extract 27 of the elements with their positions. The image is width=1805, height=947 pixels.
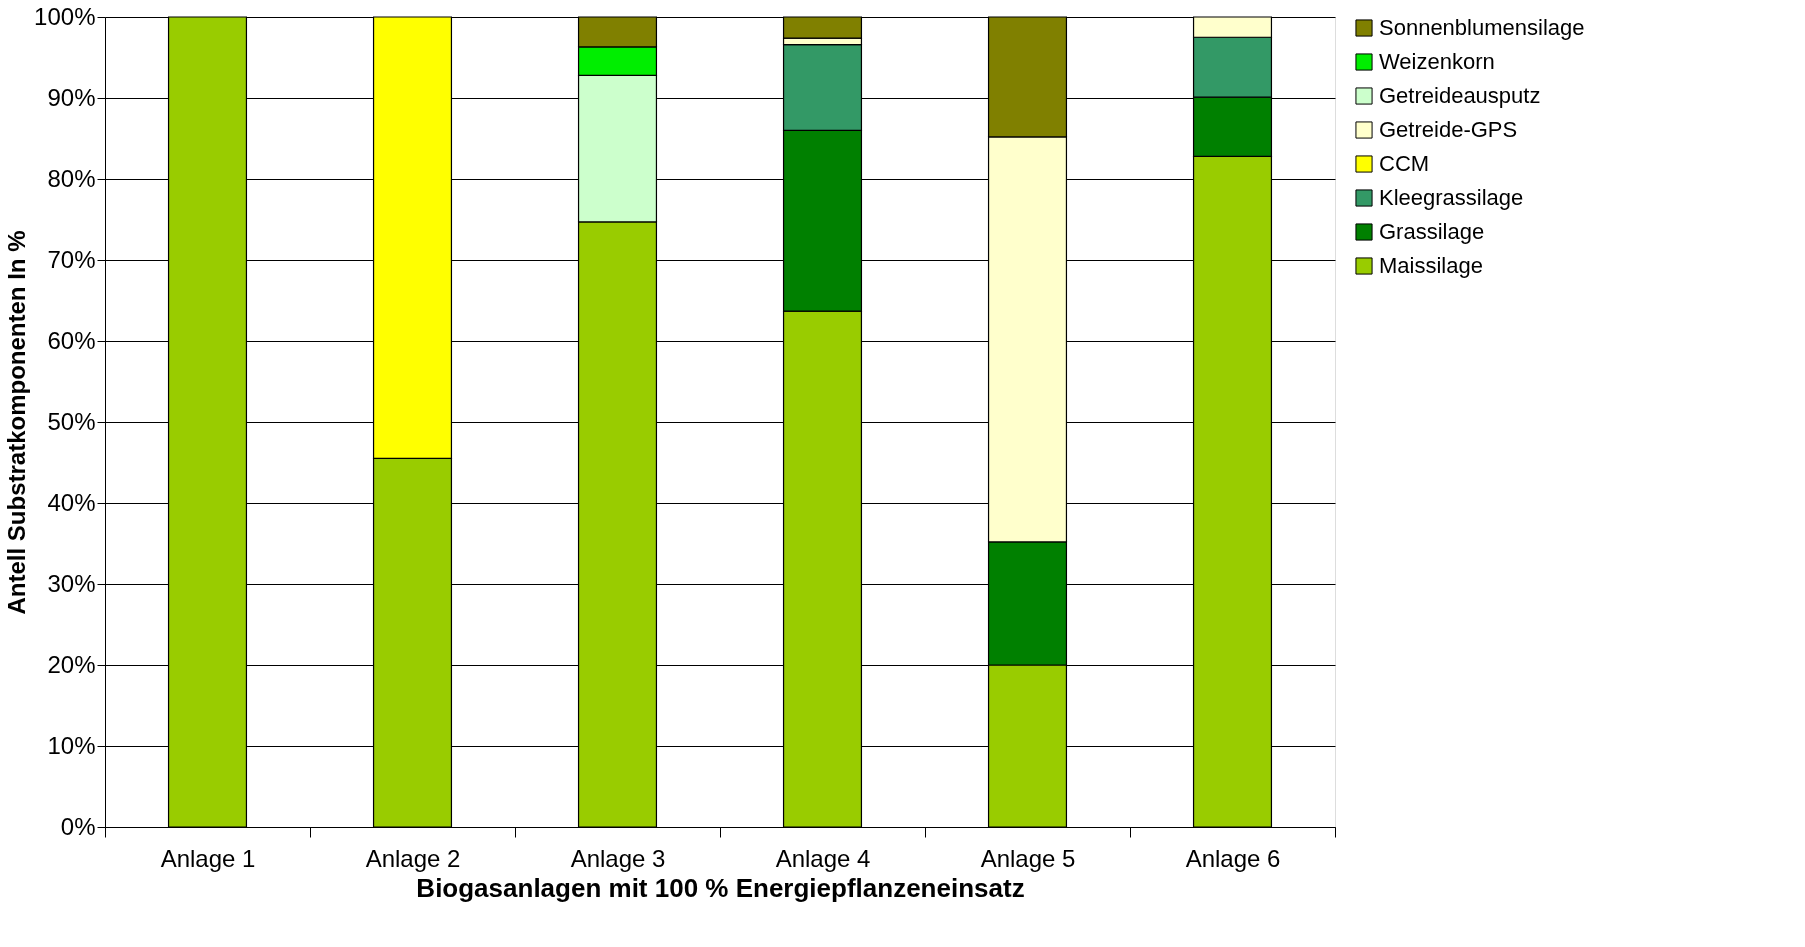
y-axis-title: Antell Substratkomponenten In % [3, 230, 31, 615]
x-tick-label: Anlage 1 [160, 844, 256, 872]
x-axis-title: Biogasanlagen mit 100 % Energiepflanzeneinsatz [416, 872, 1025, 903]
y-tick-label: 20% [47, 650, 96, 678]
legend-label: Weizenkorn [1379, 49, 1495, 74]
y-tick-label: 80% [47, 164, 96, 192]
y-tick-label: 90% [47, 83, 96, 111]
y-tick-label: 50% [47, 407, 96, 435]
y-tick-label: 40% [47, 488, 96, 516]
x-tick-label: Anlage 4 [775, 844, 871, 872]
legend-label: Getreideausputz [1379, 83, 1541, 108]
y-tick-label: 10% [47, 731, 96, 759]
legend-label: Getreide-GPS [1379, 117, 1518, 142]
x-tick-label: Anlage 5 [980, 844, 1076, 872]
legend-label: Sonnenblumensilage [1379, 15, 1585, 40]
x-tick-label: Anlage 2 [365, 844, 461, 872]
x-tick-label: Anlage 6 [1185, 844, 1281, 872]
y-tick-label: 0% [60, 812, 96, 840]
x-tick-label: Anlage 3 [570, 844, 666, 872]
y-tick-label: 100% [34, 2, 96, 30]
y-tick-label: 30% [47, 569, 96, 597]
legend-label: CCM [1379, 151, 1430, 176]
y-tick-label: 70% [47, 245, 96, 273]
legend-label: Kleegrassilage [1379, 185, 1524, 210]
legend-label: Maissilage [1379, 253, 1483, 278]
legend-label: Grassilage [1379, 219, 1485, 244]
y-tick-label: 60% [47, 326, 96, 354]
